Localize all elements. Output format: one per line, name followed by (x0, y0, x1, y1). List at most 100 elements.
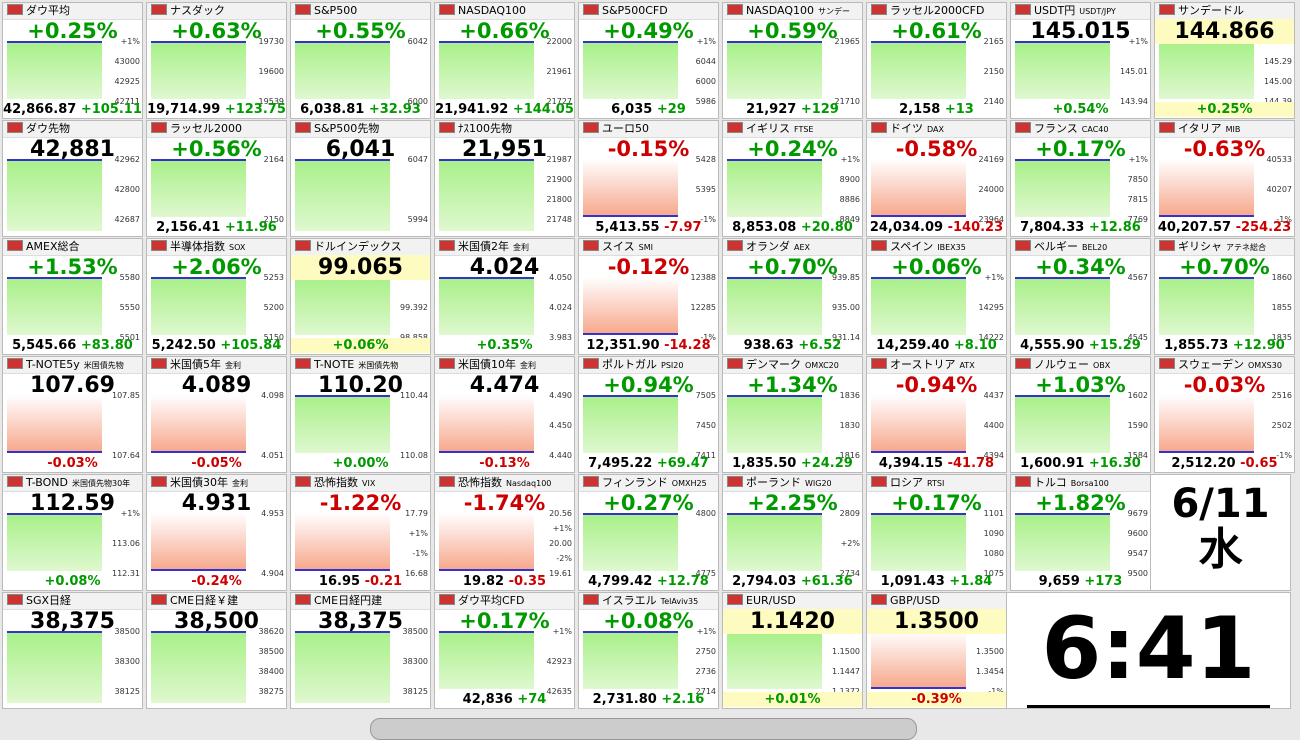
flag (7, 240, 23, 251)
scale-label: 2734 (839, 569, 860, 578)
change-percent: +0.94% (603, 373, 694, 397)
change-percent: +0.06% (291, 338, 430, 353)
quote-tile: スイス SMI 12388 12285 -1% -0.12% 12,351.90 -14.2… (578, 238, 719, 355)
scale-label: 9547 (1127, 549, 1148, 558)
flag (151, 122, 167, 133)
change: +1.84 (949, 574, 993, 589)
change: -41.78 (947, 456, 995, 471)
quote-tile: ナスダック 19730 19600 19539 +0.63% 19,714.99 +123… (146, 2, 287, 119)
change-percent: -0.94% (895, 373, 978, 397)
sparkline-area (871, 41, 966, 99)
scale-label: 6047 (407, 155, 428, 164)
tile-subname: OMXC20 (805, 361, 839, 370)
price-line: 14,259.40 +8.10 (867, 338, 1006, 353)
flag (151, 240, 167, 251)
price: 2,512.20 (1171, 456, 1236, 471)
price: 4,799.42 (588, 574, 653, 589)
change: +12.86 (1088, 220, 1141, 235)
quote-tile: AMEX総合 5580 5550 5501 +1.53% 5,545.66 +83.80 (2, 238, 143, 355)
scale-label: +1% (552, 524, 572, 533)
price: 4.089 (181, 373, 252, 398)
price-line: 7,804.33 +12.86 (1011, 220, 1150, 235)
flag (151, 476, 167, 487)
scale-label: 98.858 (400, 333, 428, 342)
change: +144.05 (512, 102, 574, 117)
quote-tile: S&P500 6042 6000 +0.55% 6,038.81 +32.93 (290, 2, 431, 119)
flag (151, 358, 167, 369)
sparkline-area (439, 41, 534, 99)
quote-tile: T-NOTE 米国債先物 110.44 110.08 110.20 +0.00% (290, 356, 431, 473)
scale-label: 1090 (983, 529, 1004, 538)
scale-label: 4567 (1127, 273, 1148, 282)
quote-tile: T-NOTE5y 米国債先物 107.85 107.64 107.69 -0.03% (2, 356, 143, 473)
scale-label: 19.61 (549, 569, 572, 578)
change: +20.80 (800, 220, 853, 235)
change-percent: -0.24% (191, 574, 242, 589)
price-line: 2,158 +13 (867, 102, 1006, 117)
flag (295, 4, 311, 15)
tile-name: オーストリア (890, 358, 956, 371)
tile-header: トルコ Borsa100 (1011, 475, 1150, 492)
tile-subname: VIX (362, 479, 376, 488)
quote-tile: 米国債30年 金利 4.953 4.904 4.931 -0.24% (146, 474, 287, 591)
scale-label: 4.098 (261, 391, 284, 400)
scale-label: 42711 (114, 97, 140, 106)
tile-name: イギリス (746, 122, 790, 135)
price: 6,035 (611, 102, 653, 117)
scale-label: +1% (408, 529, 428, 538)
scale-label: 2714 (695, 687, 716, 696)
price: 112.59 (30, 491, 115, 516)
tile-name: イタリア (1178, 122, 1222, 135)
tile-subname: SMI (638, 243, 654, 252)
change-percent: +0.08% (44, 574, 101, 589)
change-percent: -0.03% (47, 456, 98, 471)
change: -14.28 (664, 338, 711, 353)
flag (583, 476, 599, 487)
price-line: 5,413.55 -7.97 (579, 220, 718, 235)
tile-header: ダウ先物 (3, 121, 142, 138)
scale-label: 14295 (978, 303, 1004, 312)
tile-name: フランス (1034, 122, 1078, 135)
sparkline-area (727, 631, 822, 689)
tile-name: T-BOND (26, 476, 68, 489)
scale-label: 4.440 (549, 451, 572, 460)
scale-label: 1816 (839, 451, 860, 460)
price: 14,259.40 (876, 338, 950, 353)
scale-label: 38275 (258, 687, 284, 696)
change-percent: +0.49% (603, 19, 694, 43)
quote-tile: ポルトガル PSI20 7505 7450 7411 +0.94% 7,495.22 +69… (578, 356, 719, 473)
quote-tile: トルコ Borsa100 9679 9600 9547 9500 +1.82% 9,659 +… (1010, 474, 1151, 591)
tile-header: ノルウェー OBX (1011, 357, 1150, 374)
change: -0.35 (508, 574, 547, 589)
flag (1159, 240, 1175, 251)
tile-name: S&P500 (314, 4, 358, 17)
scale-label: 17.79 (405, 509, 428, 518)
quote-tile: NASDAQ100 22000 21961 21727 +0.66% 21,941.92 … (434, 2, 575, 119)
flag (7, 476, 23, 487)
quote-tile: 恐怖指数 VIX 17.79 +1% -1% 16.68 -1.22% 16.95 -0.21 (290, 474, 431, 591)
tile-header: ナスダック (147, 3, 286, 20)
change: +12.78 (656, 574, 709, 589)
change: +83.80 (80, 338, 133, 353)
change: +24.29 (800, 456, 853, 471)
scale-label: 1.3454 (976, 667, 1004, 676)
toolbar[interactable] (370, 718, 917, 740)
sparkline-area (439, 277, 534, 335)
scale-label: 4.904 (261, 569, 284, 578)
change-percent: +0.17% (459, 609, 550, 633)
change: +74 (517, 692, 547, 707)
scale-label: 42925 (114, 77, 140, 86)
tile-header: 米国債5年 金利 (147, 357, 286, 374)
change-percent: -1.74% (463, 491, 546, 515)
sparkline-area (1159, 41, 1254, 99)
change-percent: -0.39% (867, 692, 1006, 707)
change: +32.93 (368, 102, 421, 117)
sparkline-area (583, 631, 678, 689)
change: +61.36 (800, 574, 853, 589)
sparkline-area (727, 277, 822, 335)
scale-label: 8900 (839, 175, 860, 184)
quote-tile: T-BOND 米国債先物30年 +1% 113.06 112.31 112.59 +0.08… (2, 474, 143, 591)
scale-label: 143.94 (1120, 97, 1148, 106)
scale-label: 4.450 (549, 421, 572, 430)
